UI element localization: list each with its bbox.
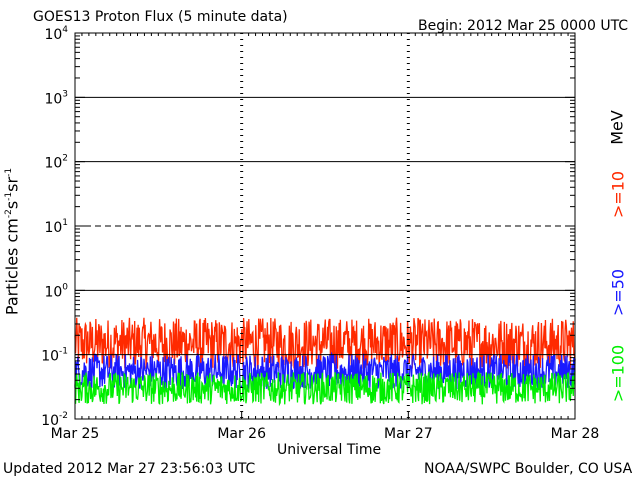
begin-date: Begin: 2012 Mar 25 0000 UTC [418,18,629,34]
series-layer [74,317,576,407]
y-axis-label: Particles cm-2s-1sr-1 [2,167,22,316]
updated-timestamp: Updated 2012 Mar 27 23:56:03 UTC [3,461,256,477]
legend-series-50: >=50 [608,268,628,317]
y-tick-label: 10-1 [41,347,68,365]
x-axis-label: Universal Time [277,442,382,458]
axis-layer: 10-2 10-1 100 101 102 103 104 Mar 25 Mar 26 Mar 2… [41,25,599,442]
credit-label: NOAA/SWPC Boulder, CO USA [424,461,633,477]
y-tick-label: 103 [44,89,68,107]
y-tick-label: 10-2 [41,411,68,429]
grid-layer [75,33,575,419]
legend-series-10: >=10 [608,170,628,219]
x-tick-label: Mar 25 [51,426,100,442]
x-tick-label: Mar 27 [384,426,433,442]
chart-title: GOES13 Proton Flux (5 minute data) [33,9,288,25]
x-tick-label: Mar 26 [217,426,266,442]
y-tick-label: 104 [44,25,68,43]
legend-series-100: >=100 [608,344,628,403]
y-tick-label: 101 [44,218,68,236]
legend-unit: MeV [607,110,627,145]
y-tick-label: 100 [44,282,68,300]
x-tick-label: Mar 28 [551,426,600,442]
y-tick-label: 102 [44,154,68,172]
series-line [74,370,576,407]
series-line [74,351,576,391]
